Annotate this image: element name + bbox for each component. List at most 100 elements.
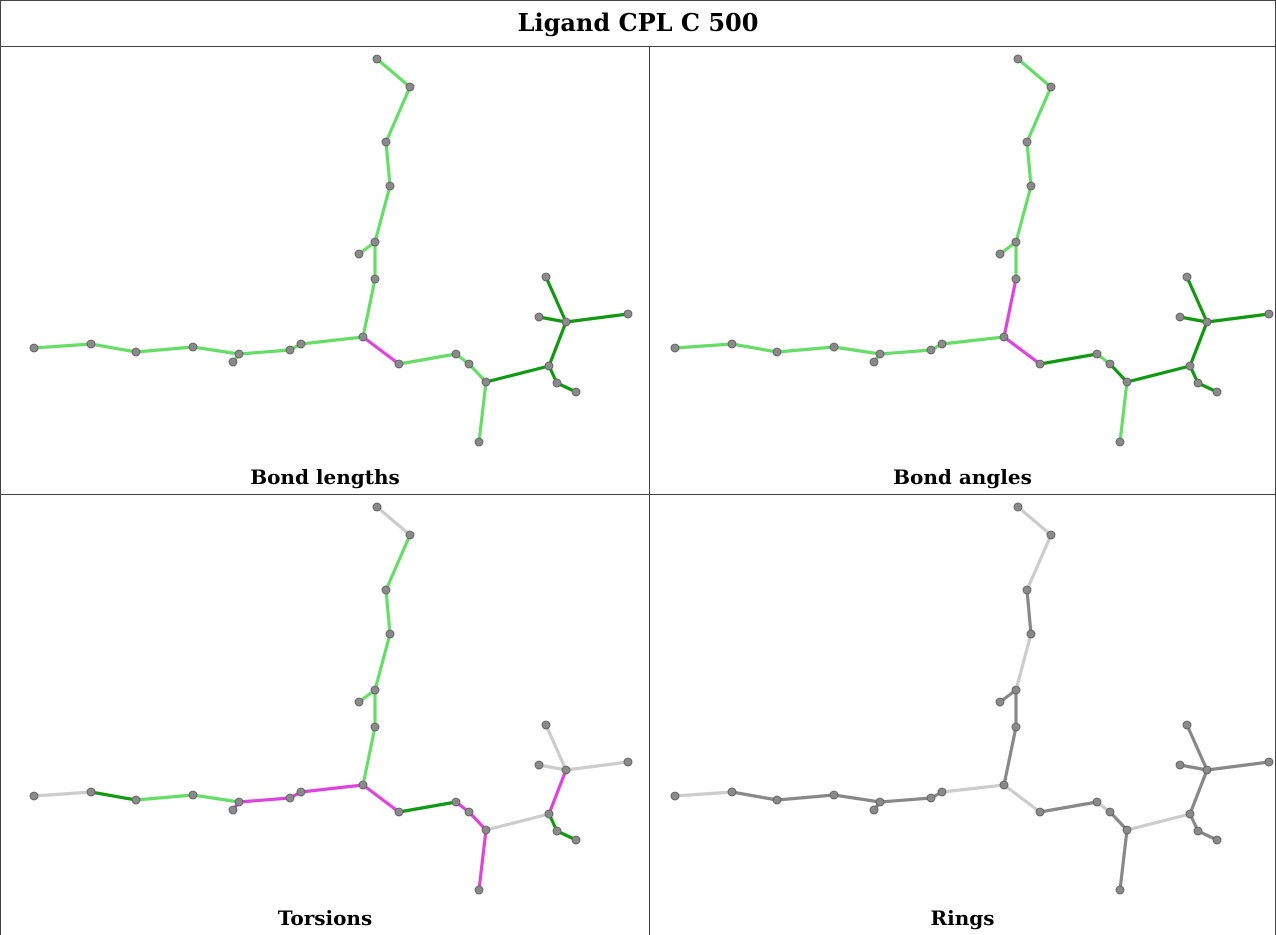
atom	[995, 249, 1005, 259]
atom	[541, 272, 551, 282]
panel-caption: Torsions	[277, 906, 373, 930]
atom	[1022, 585, 1032, 595]
bond	[375, 505, 412, 537]
bond	[537, 763, 568, 772]
atom	[552, 378, 562, 388]
bond	[1002, 277, 1018, 339]
atom	[29, 791, 39, 801]
bond	[1188, 320, 1209, 368]
atom	[354, 249, 364, 259]
atom	[381, 585, 391, 595]
atom	[1185, 809, 1195, 819]
title-rule	[0, 46, 1276, 47]
bond	[564, 760, 630, 772]
bond	[384, 140, 392, 188]
atom	[1175, 312, 1185, 322]
atom	[358, 780, 368, 790]
bond	[878, 348, 933, 356]
middle-rule	[0, 494, 1276, 495]
border-top	[0, 0, 1276, 1]
bond	[1025, 588, 1033, 636]
atom	[875, 349, 885, 359]
atom	[829, 342, 839, 352]
atom	[405, 530, 415, 540]
atom	[727, 339, 737, 349]
bond	[1205, 760, 1271, 772]
atom	[772, 347, 782, 357]
bond	[134, 793, 195, 802]
atom	[370, 274, 380, 284]
atom	[474, 885, 484, 895]
atom	[285, 345, 295, 355]
atom	[561, 317, 571, 327]
bond	[477, 380, 488, 444]
atom	[381, 137, 391, 147]
atom	[1185, 361, 1195, 371]
bond	[832, 793, 882, 804]
atom	[1013, 502, 1023, 512]
bond	[237, 796, 292, 804]
bond	[299, 335, 365, 346]
atom	[937, 339, 947, 349]
bond	[1185, 723, 1209, 772]
bond	[730, 790, 779, 802]
atom	[1202, 317, 1212, 327]
atom	[228, 805, 238, 815]
atom	[1011, 274, 1021, 284]
atom	[544, 361, 554, 371]
atom	[1011, 685, 1021, 695]
atom	[623, 309, 633, 319]
bond	[1038, 800, 1099, 814]
border-left	[0, 0, 1, 935]
atom	[474, 437, 484, 447]
atom	[370, 685, 380, 695]
atom	[131, 347, 141, 357]
bond	[1025, 533, 1053, 592]
atom	[670, 343, 680, 353]
atom	[1122, 377, 1132, 387]
bond	[730, 342, 779, 354]
molecule-drawing	[29, 502, 633, 895]
atom	[875, 797, 885, 807]
atom	[1035, 359, 1045, 369]
bond	[384, 85, 412, 144]
atom	[995, 697, 1005, 707]
atom	[354, 697, 364, 707]
atom	[1046, 82, 1056, 92]
bond	[1014, 184, 1033, 244]
atom	[552, 826, 562, 836]
bond	[547, 768, 568, 816]
panel-caption: Rings	[930, 906, 995, 930]
atom	[86, 339, 96, 349]
bond	[1002, 725, 1018, 787]
molecule-drawing	[670, 54, 1274, 447]
bond	[878, 796, 933, 804]
atom	[370, 722, 380, 732]
atom	[1182, 272, 1192, 282]
bond	[1038, 352, 1099, 366]
atom	[1115, 885, 1125, 895]
atom	[534, 760, 544, 770]
center-rule	[649, 46, 650, 935]
atom	[1115, 437, 1125, 447]
atom	[869, 805, 879, 815]
atom	[1212, 387, 1222, 397]
atom	[451, 349, 461, 359]
panel-torsions: Torsions	[1, 495, 649, 935]
bond	[361, 277, 377, 339]
bond	[1125, 364, 1192, 384]
atom	[370, 237, 380, 247]
atom	[1013, 54, 1023, 64]
atom	[1264, 309, 1274, 319]
atom	[296, 787, 306, 797]
atom	[1026, 181, 1036, 191]
bond	[1125, 812, 1192, 832]
atom	[385, 181, 395, 191]
atom	[534, 312, 544, 322]
atom	[464, 359, 474, 369]
bond	[547, 320, 568, 368]
atom	[29, 343, 39, 353]
bond	[397, 800, 458, 814]
panel-bond-lengths: Bond lengths	[1, 47, 649, 494]
